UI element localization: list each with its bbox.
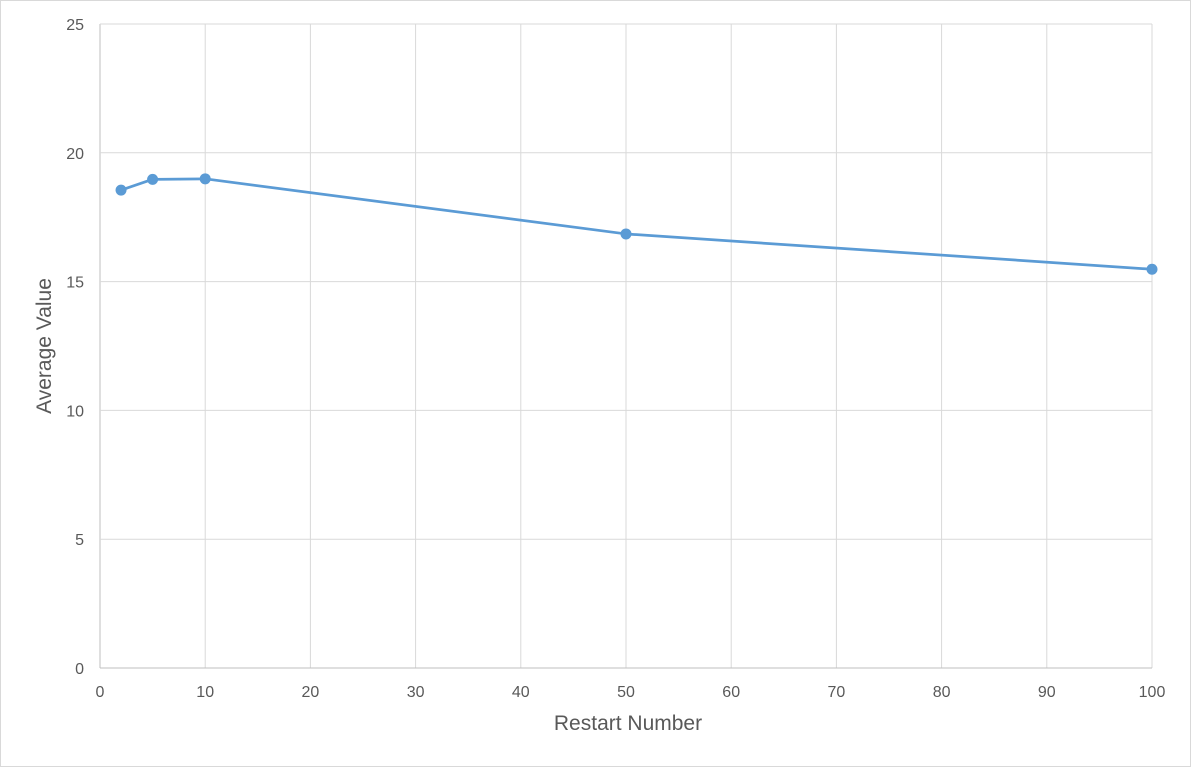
x-tick-label: 90 [1038,684,1056,701]
y-tick-labels: 0 5 10 15 20 25 [66,17,84,678]
y-tick-label: 20 [66,146,84,163]
x-tick-label: 70 [828,684,846,701]
y-tick-label: 0 [75,661,84,678]
y-tick-label: 5 [75,532,84,549]
x-tick-labels: 0 10 20 30 40 50 60 70 80 90 100 [96,684,1166,701]
x-tick-label: 80 [933,684,951,701]
y-axis-title: Average Value [33,278,56,414]
data-point [1146,263,1158,275]
x-tick-label: 10 [196,684,214,701]
data-point [147,173,159,185]
y-tick-label: 25 [66,17,84,34]
x-axis-title: Restart Number [554,712,702,735]
x-tick-label: 100 [1139,684,1166,701]
x-tick-label: 50 [617,684,635,701]
series-line [119,177,1154,271]
x-tick-label: 20 [302,684,320,701]
data-point [620,228,632,240]
data-point [115,184,127,196]
series-layer [115,173,1158,275]
x-tick-label: 40 [512,684,530,701]
x-tick-label: 0 [96,684,105,701]
data-point [199,173,211,185]
grid-lines [99,23,1153,669]
x-tick-label: 60 [722,684,740,701]
x-tick-label: 30 [407,684,425,701]
y-tick-label: 10 [66,403,84,420]
y-tick-label: 15 [66,275,84,292]
